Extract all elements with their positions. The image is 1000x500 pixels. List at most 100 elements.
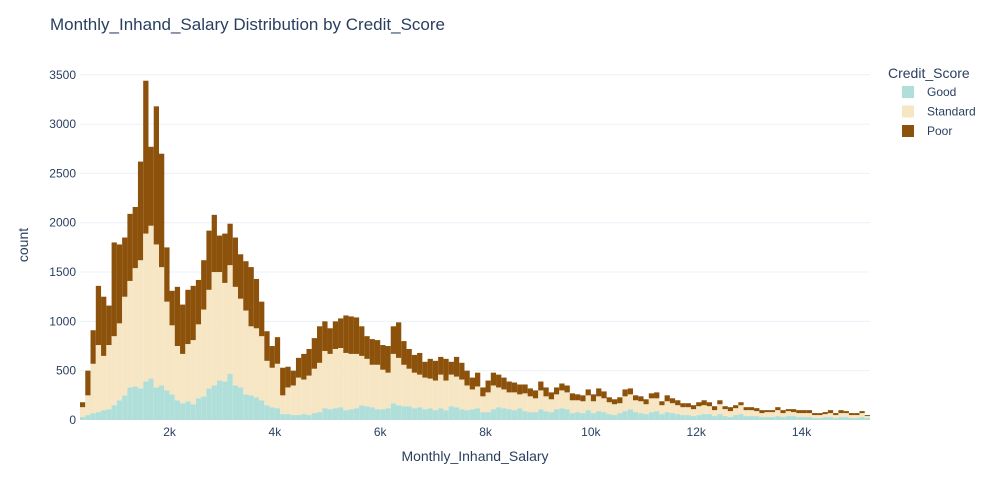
bar-poor (627, 388, 633, 395)
bar-good (585, 410, 591, 420)
bar-standard (785, 411, 791, 417)
bar-good (838, 417, 844, 420)
bar-good (543, 411, 549, 420)
bar-good (390, 403, 396, 420)
bar-standard (137, 260, 144, 389)
bar-standard (390, 353, 396, 404)
bar-standard (169, 325, 175, 395)
bar-poor (775, 407, 781, 411)
bar-good (690, 416, 697, 420)
bar-good (717, 414, 723, 420)
bar-standard (575, 400, 581, 413)
bar-standard (164, 301, 170, 391)
bar-poor (590, 394, 597, 402)
bar-standard (122, 296, 128, 396)
bar-standard (148, 225, 154, 379)
chart-title: Monthly_Inhand_Salary Distribution by Cr… (50, 15, 445, 34)
bar-standard (364, 358, 370, 407)
bar-standard (812, 415, 818, 419)
bar-standard (727, 411, 734, 418)
bar-good (559, 408, 565, 420)
bar-poor (85, 370, 91, 396)
bar-poor (617, 397, 623, 404)
bar-good (812, 418, 818, 420)
bar-poor (532, 390, 539, 399)
bar-standard (232, 286, 238, 386)
bar-standard (311, 368, 317, 414)
bar-good (206, 388, 212, 420)
bar-good (338, 407, 344, 420)
bar-poor (654, 392, 660, 399)
bar-standard (285, 387, 291, 415)
bar-poor (859, 411, 865, 414)
bar-standard (227, 265, 233, 374)
bar-standard (843, 413, 849, 418)
bar-good (180, 403, 186, 420)
bar-standard (690, 409, 697, 417)
bar-standard (864, 416, 870, 419)
bar-good (459, 409, 465, 420)
bar-standard (685, 407, 691, 416)
bar-standard (643, 404, 649, 415)
bar-poor (569, 393, 576, 401)
bar-standard (548, 399, 554, 413)
bar-standard (627, 394, 633, 410)
bar-good (95, 412, 102, 420)
bar-good (806, 417, 813, 420)
bar-good (727, 417, 734, 420)
bar-standard (569, 400, 576, 414)
bar-standard (90, 363, 96, 414)
bar-poor (359, 326, 365, 356)
bar-poor (459, 362, 465, 380)
bar-standard (522, 393, 528, 412)
bar-standard (532, 398, 539, 413)
bar-good (311, 413, 317, 420)
bar-poor (559, 383, 565, 391)
bar-poor (116, 244, 123, 324)
legend: Credit_Score Good Standard Poor (888, 65, 976, 138)
bar-good (417, 407, 423, 420)
bar-standard (501, 389, 507, 409)
bar-standard (280, 395, 286, 415)
bar-standard (417, 374, 423, 408)
bar-standard (295, 377, 302, 416)
bar-standard (485, 392, 491, 413)
bar-poor (812, 413, 818, 416)
y-tick-label: 1000 (49, 314, 76, 328)
bar-poor (601, 391, 607, 399)
bar-good (274, 408, 281, 420)
x-tick-label: 4k (269, 425, 283, 439)
bar-good (453, 407, 460, 420)
bar-good (590, 413, 597, 420)
bar-good (522, 411, 528, 420)
bar-poor (738, 402, 744, 406)
bar-good (269, 407, 275, 420)
bar-poor (353, 317, 360, 354)
bars (80, 80, 870, 420)
legend-swatch (902, 86, 914, 98)
bar-good (369, 407, 375, 420)
bar-standard (596, 396, 602, 412)
bar-good (238, 387, 244, 420)
bar-good (733, 415, 739, 420)
bar-good (243, 394, 249, 420)
bar-good (680, 415, 686, 420)
bar-good (843, 417, 849, 420)
bar-poor (401, 341, 407, 365)
bar-poor (611, 399, 618, 405)
bar-poor (701, 400, 707, 406)
bar-poor (717, 400, 723, 405)
bar-good (633, 412, 639, 420)
bar-good (575, 412, 581, 420)
bar-standard (238, 298, 244, 388)
bar-poor (554, 387, 560, 395)
bar-standard (80, 407, 86, 418)
x-tick-label: 2k (163, 425, 177, 439)
bar-good (554, 409, 560, 420)
bar-standard (359, 355, 365, 406)
bar-poor (137, 161, 144, 261)
y-tick-label: 500 (56, 364, 76, 378)
bar-poor (80, 402, 86, 408)
bar-standard (859, 413, 865, 418)
bar-poor (306, 348, 312, 376)
